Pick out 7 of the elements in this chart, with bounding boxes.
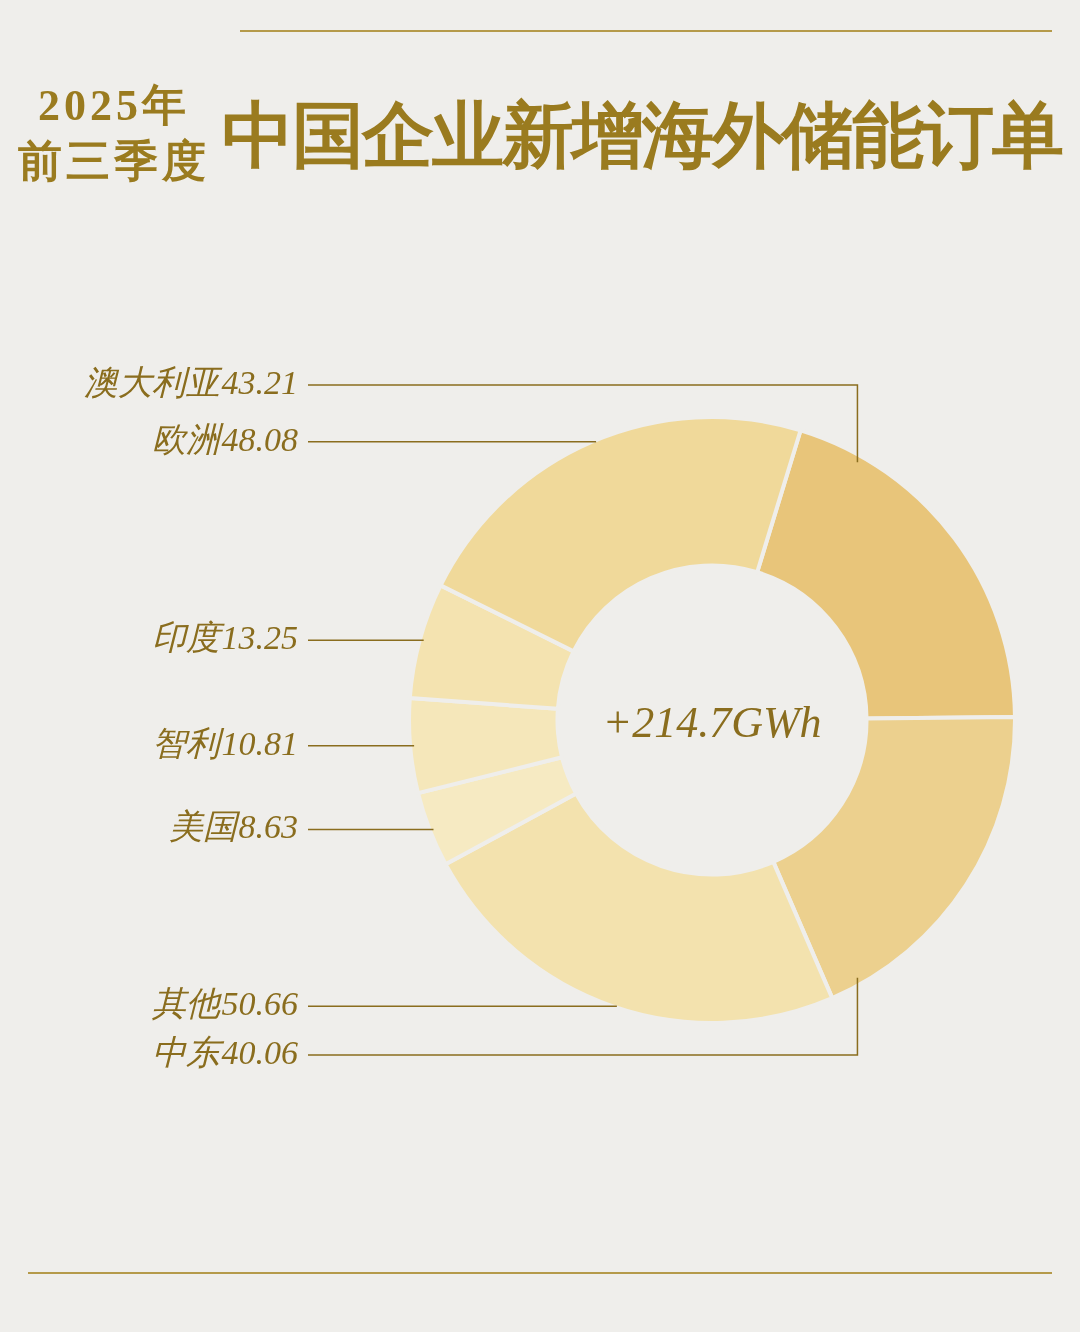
chart-subtitle: 2025年前三季度 — [17, 80, 211, 188]
text: +214.7GWh — [602, 697, 822, 747]
chart-title: 中国企业新增海外储能订单 — [222, 95, 1062, 178]
data-label: 43.21 — [221, 363, 298, 401]
data-label: 50.66 — [221, 985, 298, 1023]
slice-label: 澳大利亚 — [83, 363, 223, 401]
slice-label: 其他 — [151, 985, 222, 1023]
